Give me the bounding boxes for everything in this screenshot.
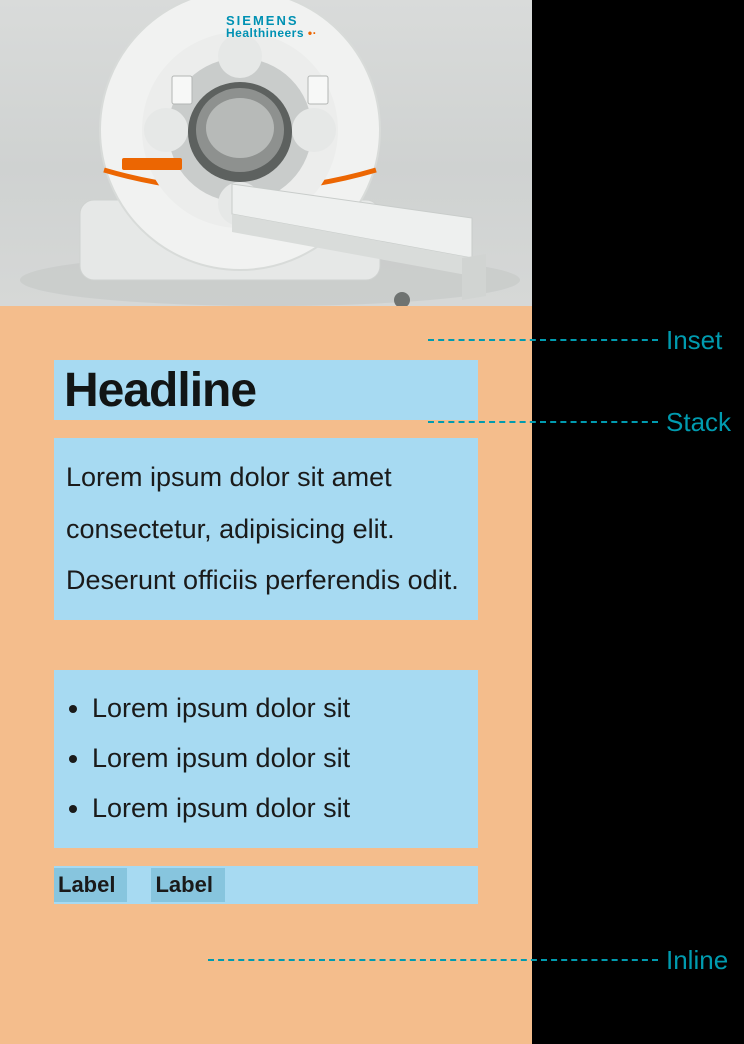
list-item: Lorem ipsum dolor sit (92, 734, 466, 784)
stack-gap-large (54, 620, 478, 670)
annotation-label: Inset (658, 325, 722, 356)
annotation-leader (208, 959, 658, 961)
label-chip[interactable]: Label (151, 868, 224, 902)
annotation-leader (428, 339, 658, 341)
headline: Headline (54, 360, 478, 420)
brand-logo-accent-dot: •· (304, 26, 317, 40)
brand-logo: SIEMENS Healthineers •· (226, 14, 317, 39)
list-item: Lorem ipsum dolor sit (92, 684, 466, 734)
list-item: Lorem ipsum dolor sit (92, 784, 466, 834)
label-chip[interactable]: Label (54, 868, 127, 902)
mri-illustration (0, 0, 532, 306)
annotation-leader (428, 421, 658, 423)
annotation-inset: Inset (428, 328, 722, 352)
canvas: SIEMENS Healthineers •· Headline Lorem i… (0, 0, 744, 1044)
hero-photo: SIEMENS Healthineers •· (0, 0, 532, 306)
bullet-list: Lorem ipsum dolor sit Lorem ipsum dolor … (54, 670, 478, 848)
labels-row: Label Label (54, 866, 478, 904)
body-paragraph: Lorem ipsum dolor sit amet consectetur, … (54, 438, 478, 620)
brand-logo-line2: Healthineers (226, 26, 304, 40)
annotation-stack: Stack (428, 410, 731, 434)
annotation-inline: Inline (208, 948, 728, 972)
annotation-label: Stack (658, 407, 731, 438)
annotation-label: Inline (658, 945, 728, 976)
stack-gap (54, 420, 478, 438)
